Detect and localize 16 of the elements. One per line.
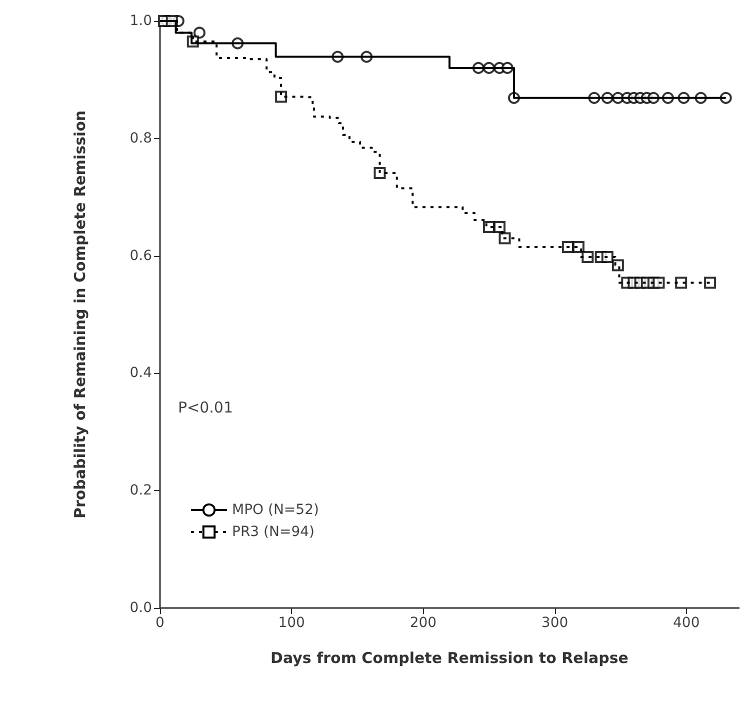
- y-tick-label: 0.0: [130, 600, 152, 616]
- y-tick-label: 0.8: [130, 130, 152, 146]
- legend-label: MPO (N=52): [232, 502, 319, 518]
- x-tick-label: 100: [278, 615, 305, 631]
- y-tick-label: 1.0: [130, 13, 152, 29]
- x-axis-title: Days from Complete Remission to Relapse: [270, 649, 628, 667]
- x-tick-label: 400: [672, 615, 700, 631]
- y-axis-title: Probability of Remaining in Complete Remission: [71, 110, 89, 519]
- y-tick-label: 0.4: [130, 365, 152, 382]
- legend-label: PR3 (N=94): [232, 524, 314, 540]
- annotation: P<0.01: [178, 398, 234, 416]
- y-tick-label: 0.2: [130, 482, 152, 499]
- x-tick-label: 300: [541, 615, 568, 631]
- x-tick-label: 200: [410, 615, 437, 631]
- x-tick-label: 0: [156, 615, 164, 631]
- y-tick-label: 0.6: [130, 248, 152, 264]
